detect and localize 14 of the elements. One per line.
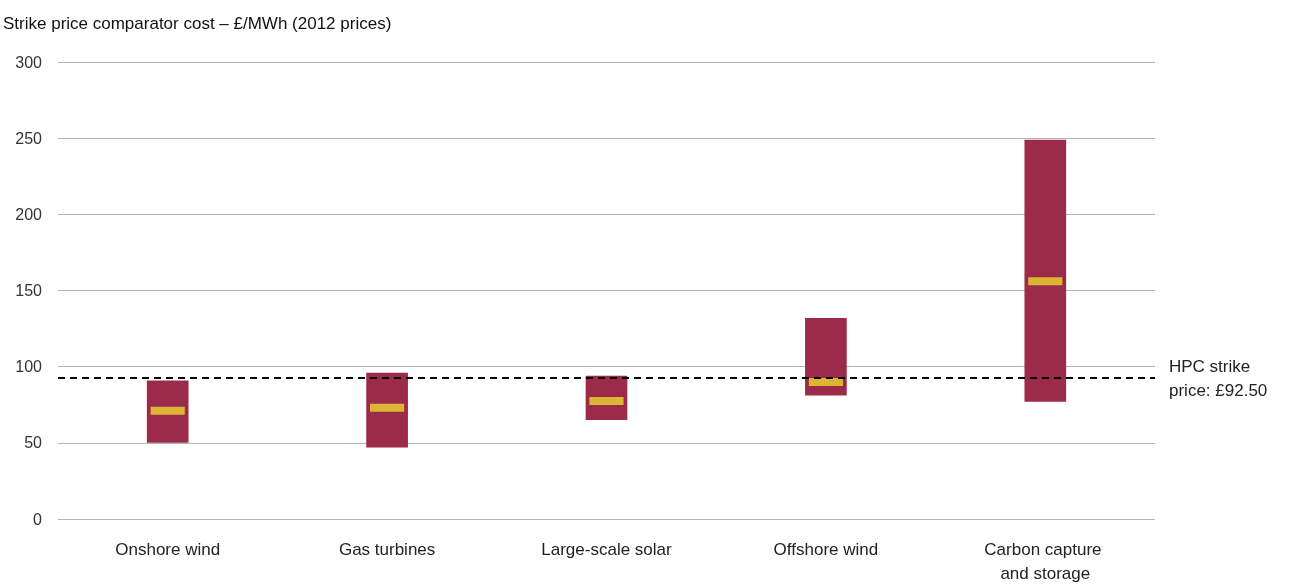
y-tick-label: 250 xyxy=(15,129,43,147)
y-axis-title: Strike price comparator cost – £/MWh (2012 prices) xyxy=(3,14,392,33)
x-tick-label: Carbon capture and storage xyxy=(984,539,1107,583)
x-tick-label: Offshore wind xyxy=(773,539,879,559)
y-tick-label: 300 xyxy=(15,53,43,71)
y-tick-label: 100 xyxy=(15,358,43,376)
y-tick-label: 0 xyxy=(33,510,43,528)
x-tick-label: Large-scale solar xyxy=(541,539,673,559)
y-tick-label: 200 xyxy=(15,205,43,223)
x-tick-label: Gas turbines xyxy=(338,539,436,559)
y-tick-label: 150 xyxy=(15,282,43,299)
ref-line-label: HPC strike price: £92.50 xyxy=(1169,356,1268,400)
x-tick-label: Onshore wind xyxy=(115,539,221,559)
y-tick-label: 50 xyxy=(24,434,43,452)
